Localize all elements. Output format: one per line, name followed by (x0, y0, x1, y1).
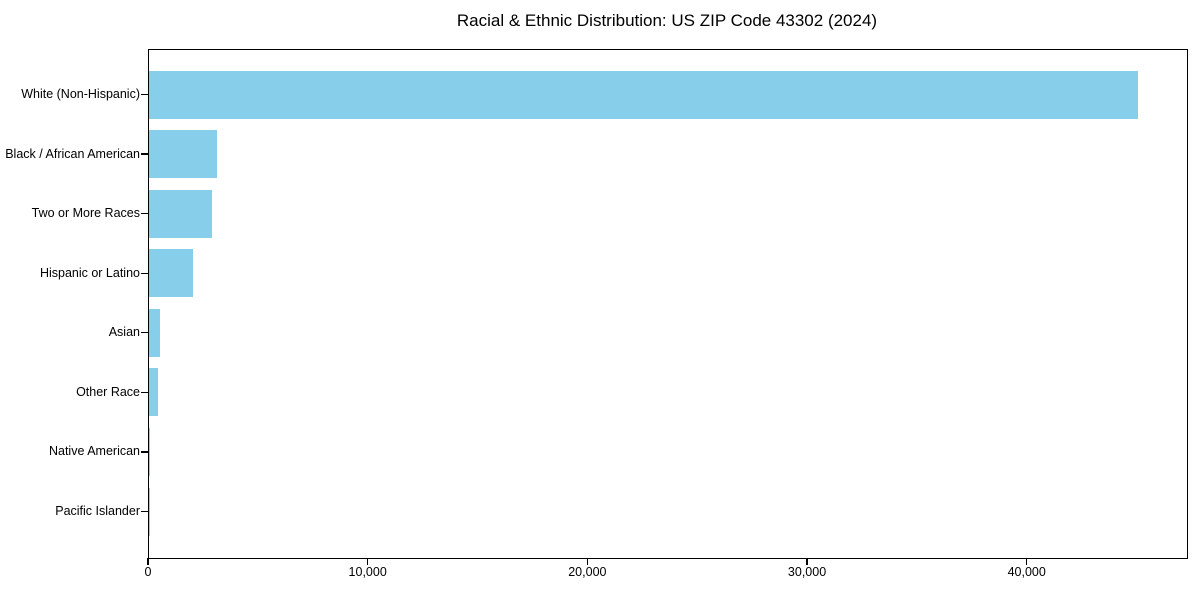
x-tick-label: 20,000 (568, 565, 607, 579)
x-tick-label: 0 (144, 565, 152, 579)
y-tick-mark (141, 93, 148, 96)
y-tick-label: Black / African American (5, 146, 140, 161)
x-tick-mark (1026, 558, 1028, 565)
x-tick-label: 40,000 (1007, 565, 1046, 579)
bar-two-or-more-races (149, 189, 212, 238)
x-tick-label: 10,000 (348, 565, 387, 579)
y-tick-mark (141, 510, 148, 513)
y-tick-label: Native American (48, 444, 140, 459)
y-tick-label: Pacific Islander (55, 504, 140, 518)
x-tick-mark (367, 558, 369, 565)
bar-native-american (149, 427, 150, 476)
x-tick-label: 30,000 (787, 565, 827, 579)
plot-area (148, 49, 1188, 559)
y-tick-mark (141, 332, 148, 334)
y-tick-label: Asian (108, 325, 140, 340)
y-tick-mark (141, 213, 148, 215)
y-tick-label: Two or More Races (31, 206, 140, 221)
x-tick-mark (586, 558, 588, 565)
bar-asian (149, 308, 160, 357)
y-tick-label: Hispanic or Latino (39, 265, 140, 280)
y-tick-mark (141, 153, 148, 155)
y-tick-mark (141, 272, 148, 274)
y-tick-label: Other Race (76, 384, 140, 399)
x-tick-mark (147, 558, 149, 565)
bar-white-non-hispanic (149, 70, 1138, 119)
bar-black-african-american (149, 130, 217, 179)
x-tick-mark (806, 558, 808, 565)
bar-other-race (149, 368, 158, 417)
y-tick-mark (141, 451, 148, 453)
y-tick-label: White (Non-Hispanic) (21, 87, 140, 101)
y-tick-mark (141, 391, 148, 393)
chart-title: Racial & Ethnic Distribution: US ZIP Cod… (456, 11, 878, 30)
bar-hispanic-or-latino (149, 249, 194, 298)
